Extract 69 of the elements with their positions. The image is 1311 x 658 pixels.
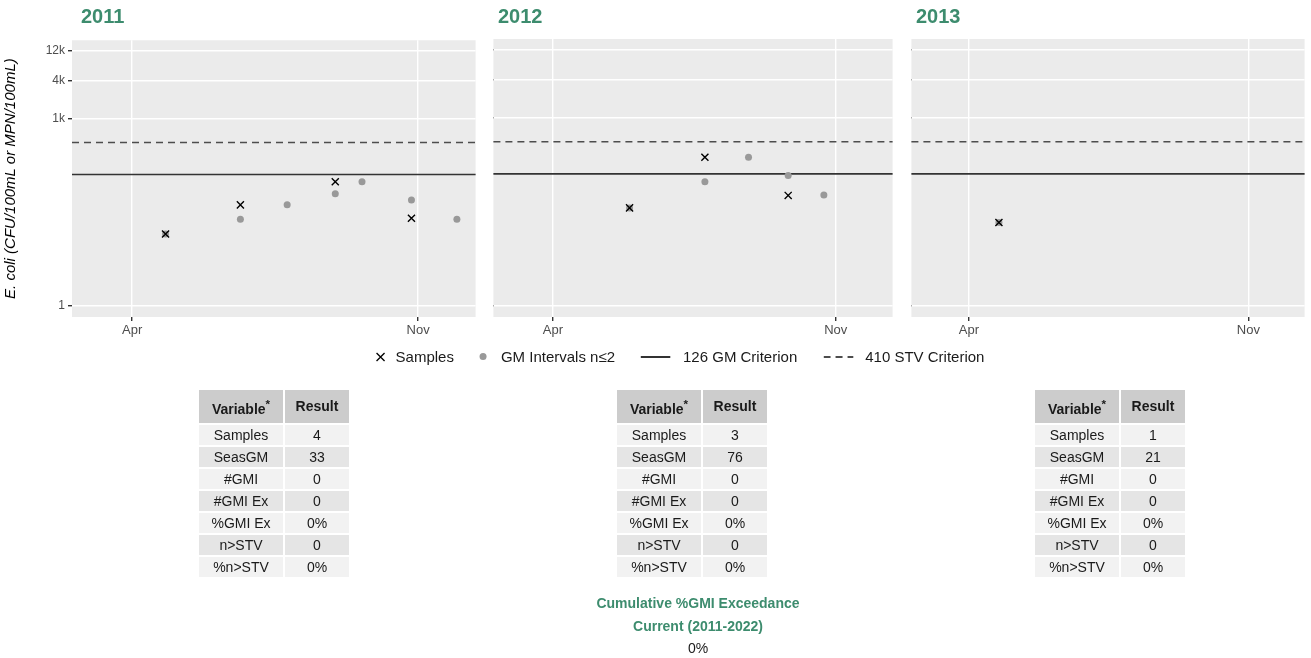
text: 0 [285, 468, 349, 489]
y-axis-title: E. coli (CFU/100mL or MPN/100mL) [1, 58, 19, 299]
text: Samples [1035, 424, 1119, 445]
text: Variable$^{*}$ [1035, 390, 1119, 423]
chart-title: 2013 [916, 5, 961, 28]
text: %GMI Ex [1035, 512, 1119, 533]
chart-title: 2011 [81, 5, 125, 28]
text: #GMI Ex [1035, 490, 1119, 511]
legend-label: 126 GM Criterion [683, 348, 798, 365]
text: #GMI Ex [617, 490, 701, 511]
text: #GMI [199, 468, 283, 489]
text: 3 [703, 424, 767, 445]
text: Variable$^{*}$ [199, 390, 283, 423]
text: SeasGM [1035, 446, 1119, 467]
x-tick-label: Apr [958, 322, 980, 338]
text: 0% [686, 639, 710, 658]
text: %GMI Ex [199, 512, 283, 533]
text: 0% [285, 512, 349, 533]
text: Samples [199, 424, 283, 445]
text: SeasGM [617, 446, 701, 467]
chart-title: 2012 [498, 5, 543, 28]
text: n>STV [199, 534, 283, 555]
y-tick-label: 1 [58, 297, 66, 312]
text: n>STV [617, 534, 701, 555]
x-tick-label: Apr [542, 322, 564, 338]
legend-label: GM Intervals n≤2 [500, 348, 616, 365]
y-tick-label: 4k [52, 73, 66, 88]
text: 33 [285, 446, 349, 467]
text: %n>STV [199, 556, 283, 577]
text: SeasGM [199, 446, 283, 467]
text: 0% [285, 556, 349, 577]
text: 0 [703, 468, 767, 489]
text: 0% [703, 512, 767, 533]
text: 1 [1121, 424, 1185, 445]
text: 0 [1121, 490, 1185, 511]
text: 0 [285, 490, 349, 511]
text: 0% [1121, 512, 1185, 533]
text: Cumulative %GMI Exceedance [595, 594, 801, 613]
text: 0% [1121, 556, 1185, 577]
text: Result [703, 390, 767, 423]
y-tick-label: 12k [45, 43, 66, 58]
x-tick-label: Nov [1236, 322, 1261, 338]
text: n>STV [1035, 534, 1119, 555]
text: %n>STV [617, 556, 701, 577]
text: Result [1121, 390, 1185, 423]
text: Samples [617, 424, 701, 445]
legend-label: Samples [395, 348, 454, 365]
x-tick-label: Nov [824, 322, 848, 338]
text: #GMI [1035, 468, 1119, 489]
x-tick-label: Apr [122, 322, 143, 338]
text: 0 [703, 534, 767, 555]
y-tick-label: 1k [52, 110, 66, 125]
text: #GMI Ex [199, 490, 283, 511]
x-tick-label: Nov [406, 322, 431, 338]
text: 0 [285, 534, 349, 555]
text: Current (2011-2022) [632, 617, 764, 636]
text: Result [285, 390, 349, 423]
text: Variable$^{*}$ [617, 390, 701, 423]
text: 0 [703, 490, 767, 511]
text: 0% [703, 556, 767, 577]
text: 4 [285, 424, 349, 445]
text: 76 [703, 446, 767, 467]
text: #GMI [617, 468, 701, 489]
text: %GMI Ex [617, 512, 701, 533]
legend-label: 410 STV Criterion [865, 348, 985, 365]
text: 0 [1121, 468, 1185, 489]
text: 21 [1121, 446, 1185, 467]
text: %n>STV [1035, 556, 1119, 577]
text: 0 [1121, 534, 1185, 555]
